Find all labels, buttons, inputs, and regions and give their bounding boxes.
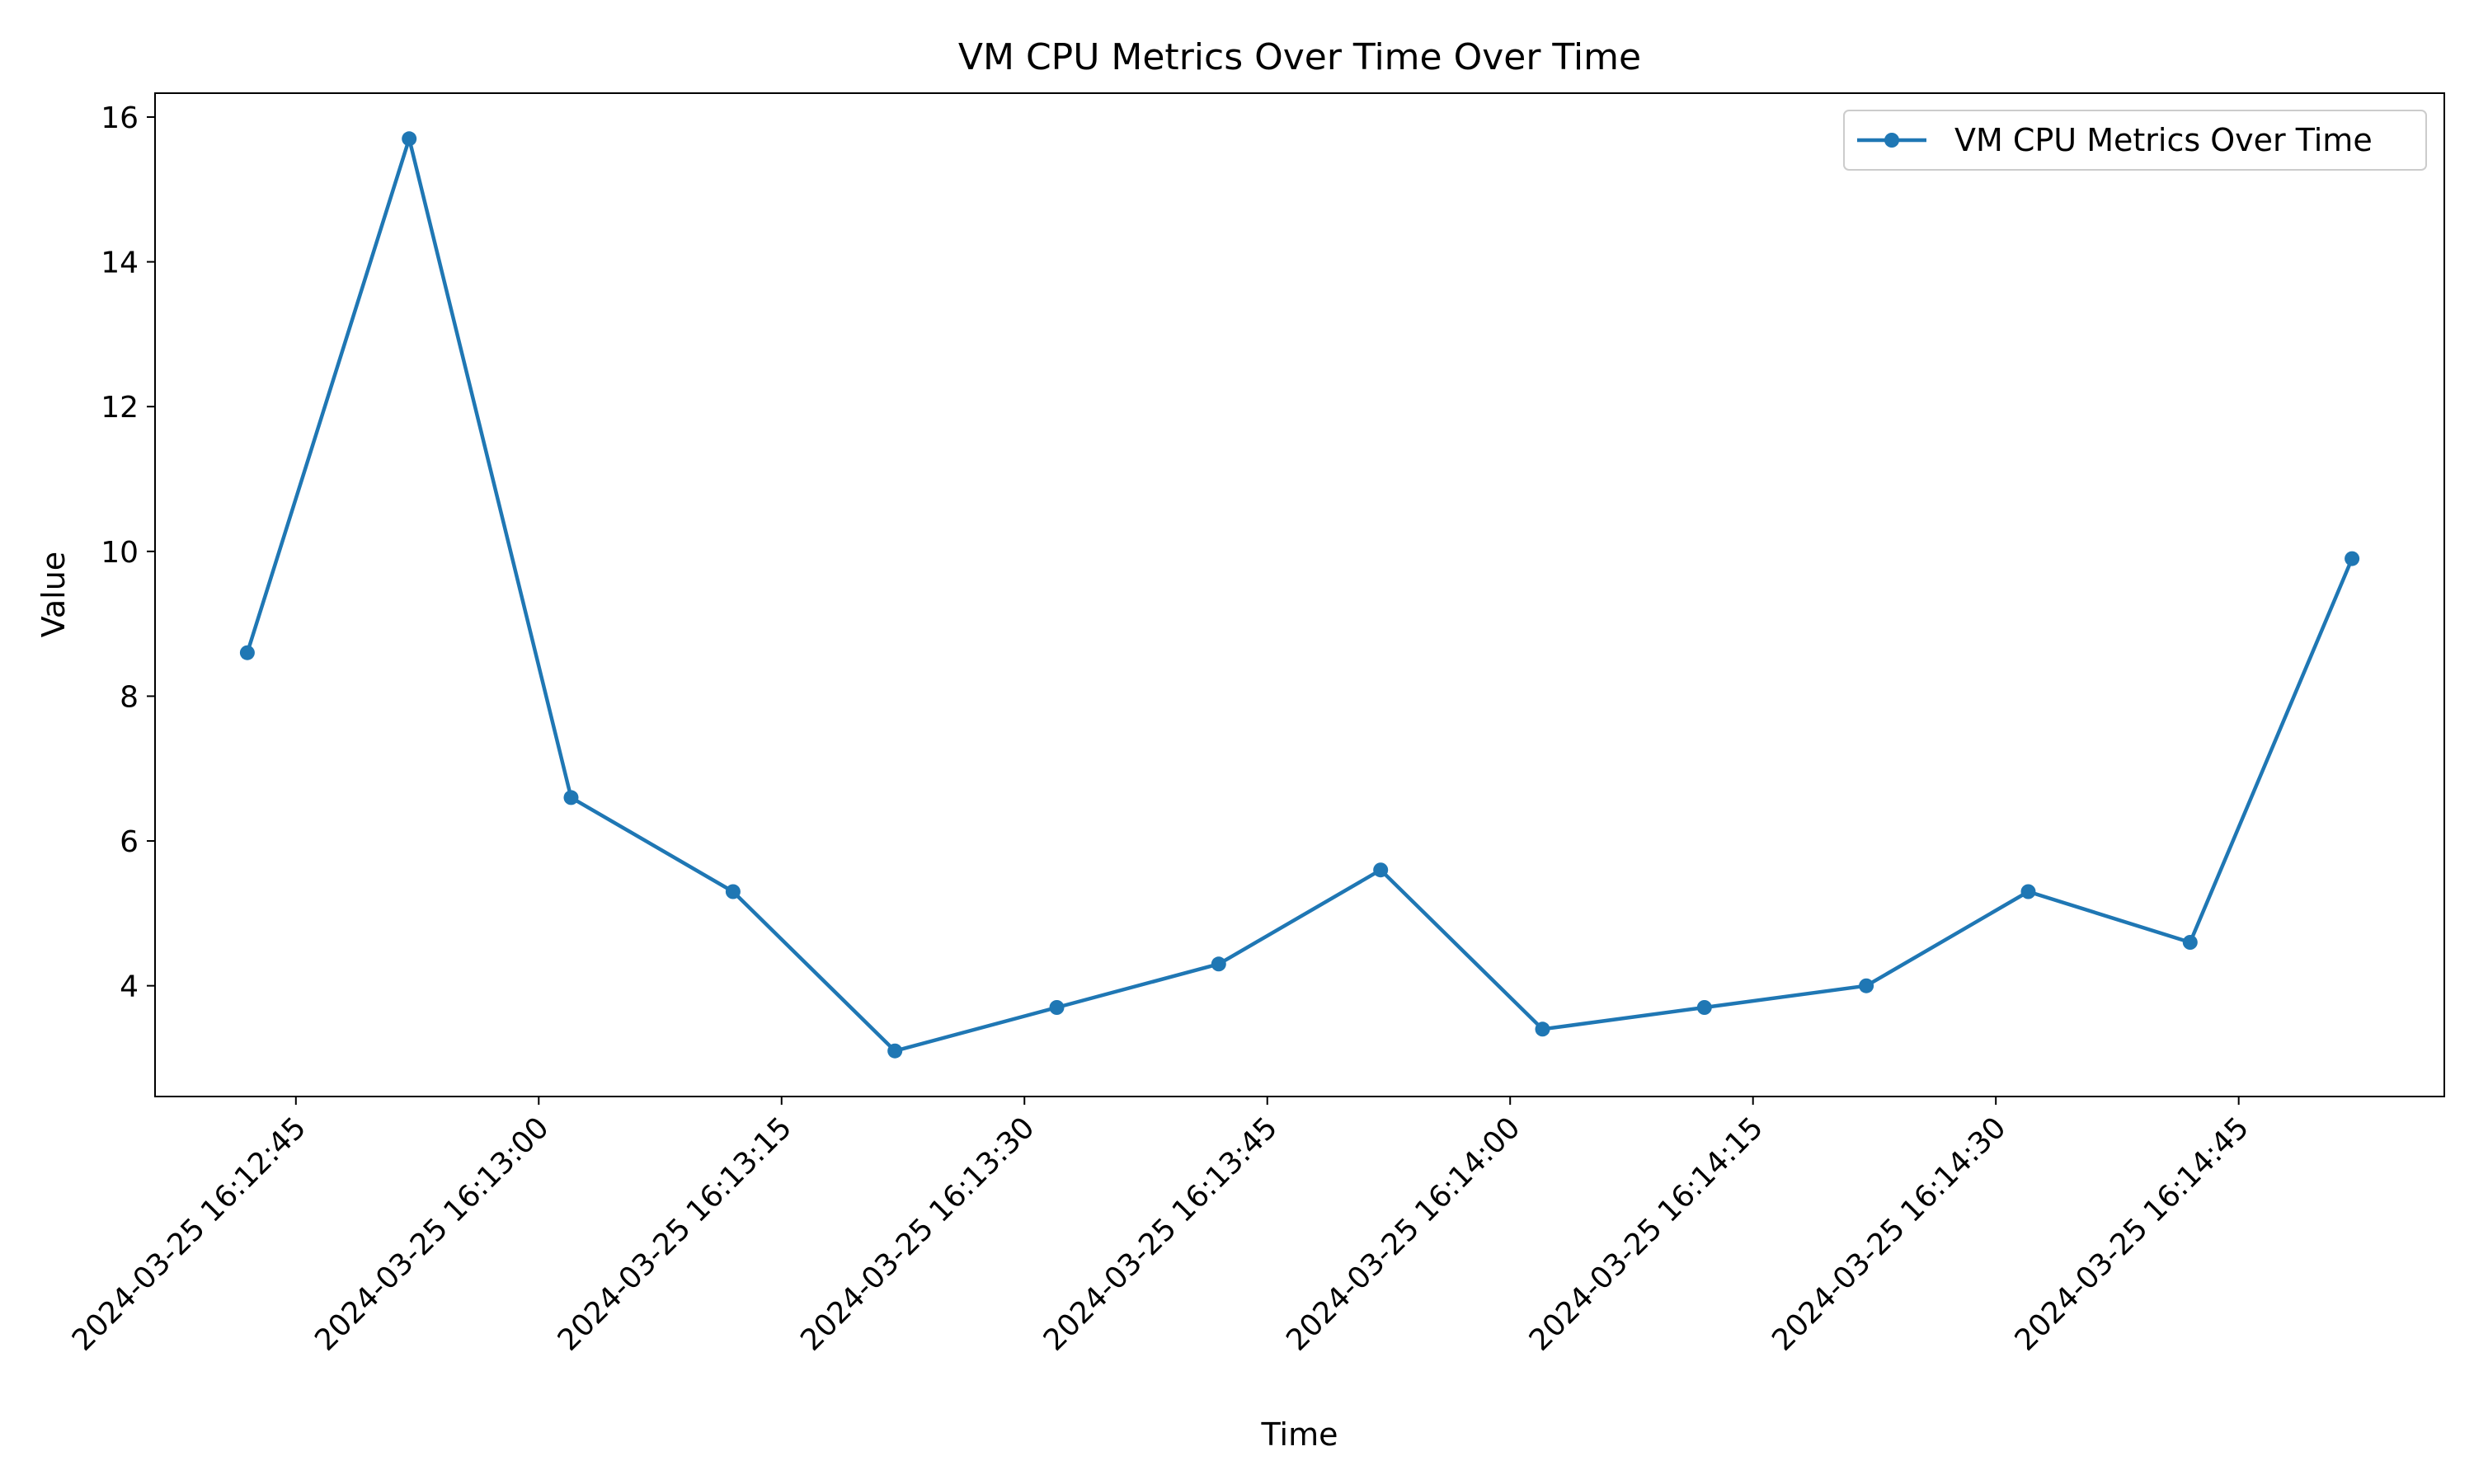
series-line bbox=[245, 137, 2354, 1053]
data-point bbox=[2345, 551, 2360, 566]
data-point bbox=[1696, 1000, 1712, 1015]
data-point bbox=[1211, 956, 1226, 972]
y-tick-label: 16 bbox=[101, 101, 139, 135]
legend-label: VM CPU Metrics Over Time bbox=[1954, 122, 2373, 158]
legend: VM CPU Metrics Over Time bbox=[1843, 110, 2427, 171]
data-point bbox=[887, 1043, 903, 1059]
y-tick-label: 12 bbox=[101, 391, 139, 425]
data-point bbox=[2182, 935, 2198, 950]
data-point bbox=[1049, 1000, 1065, 1015]
y-tick-label: 4 bbox=[120, 970, 139, 1004]
legend-box bbox=[1843, 110, 2427, 171]
data-point bbox=[2020, 884, 2036, 899]
data-point bbox=[1859, 978, 1874, 993]
y-tick-label: 14 bbox=[101, 247, 139, 280]
y-tick-label: 10 bbox=[101, 536, 139, 570]
data-point bbox=[1373, 862, 1389, 878]
data-point bbox=[1535, 1021, 1550, 1037]
y-axis-label: Value bbox=[35, 552, 72, 637]
plot-series bbox=[239, 131, 2360, 1059]
legend-marker-swatch bbox=[1884, 133, 1899, 148]
data-point bbox=[402, 131, 417, 147]
x-axis-label: Time bbox=[1261, 1416, 1338, 1453]
y-axis: 4 6 8 10 12 14 16 bbox=[101, 101, 155, 1004]
axes-frame bbox=[154, 92, 2445, 1097]
y-tick-label: 8 bbox=[120, 680, 139, 714]
y-tick-label: 6 bbox=[120, 825, 139, 859]
data-point bbox=[563, 790, 579, 805]
chart-title: VM CPU Metrics Over Time Over Time bbox=[958, 36, 1641, 78]
data-point bbox=[239, 645, 255, 660]
data-point bbox=[725, 884, 741, 899]
